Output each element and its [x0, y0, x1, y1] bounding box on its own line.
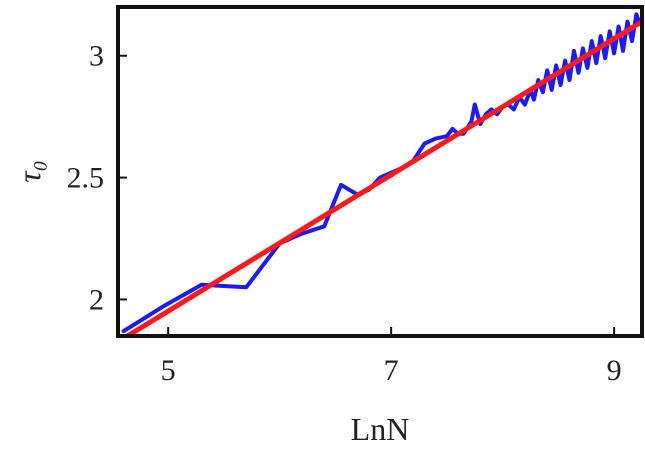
y-axis-label: τ₀	[11, 160, 47, 183]
x-tick-label: 5	[161, 354, 176, 387]
x-tick-label: 7	[384, 354, 399, 387]
x-tick-label: 9	[607, 354, 622, 387]
y-tick-label: 2.5	[67, 162, 105, 195]
ticks-layer: 5 7 9 2 2.5 3	[67, 40, 622, 387]
x-axis-label: LnN	[351, 411, 410, 447]
y-tick-label: 3	[89, 40, 104, 73]
data-line	[121, 12, 642, 334]
y-tick-label: 2	[89, 283, 104, 316]
fit-line	[122, 19, 642, 336]
plot-frame	[116, 5, 644, 338]
series-layer	[121, 12, 642, 336]
